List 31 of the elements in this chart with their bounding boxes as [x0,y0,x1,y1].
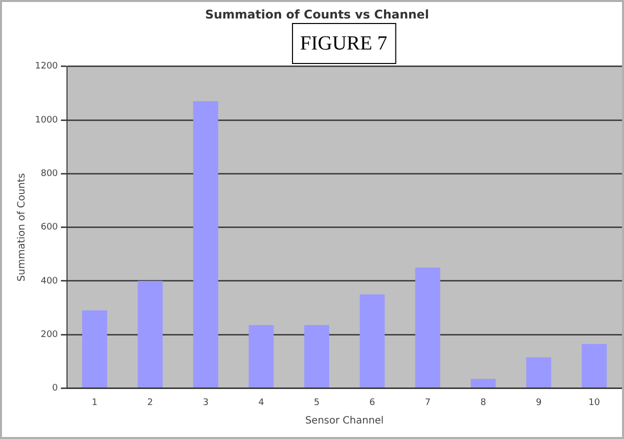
bar [82,310,108,388]
bar [470,378,496,388]
bar [582,344,607,388]
bar [360,294,385,388]
x-tick-label: 5 [314,398,320,408]
x-axis-title: Sensor Channel [305,416,384,427]
x-tick-label: 9 [536,398,542,408]
x-tick-label: 7 [424,398,431,408]
x-tick-label: 10 [588,398,600,408]
bar [304,325,330,388]
x-tick-label: 3 [202,398,209,408]
bar [193,101,218,388]
bar [415,268,440,388]
y-tick-label: 1200 [35,62,58,72]
caption: FIGURE 7 [300,32,388,54]
y-tick-label: 200 [40,330,58,340]
x-tick-label: 4 [258,398,264,408]
y-tick-label: 400 [40,276,58,286]
chart-title: Summation of Counts vs Channel [205,7,429,22]
bar [248,325,274,388]
bar [526,357,552,388]
x-tick-label: 8 [480,398,486,408]
bar [138,280,163,388]
y-tick-label: 0 [52,384,58,394]
y-axis-title: Summation of Counts [16,173,28,282]
x-tick-label: 2 [147,398,154,408]
x-tick-label: 1 [92,398,98,408]
y-tick-label: 800 [40,169,58,180]
y-tick-label: 600 [40,222,58,233]
y-tick-label: 1000 [35,115,58,126]
x-tick-label: 6 [369,398,376,408]
